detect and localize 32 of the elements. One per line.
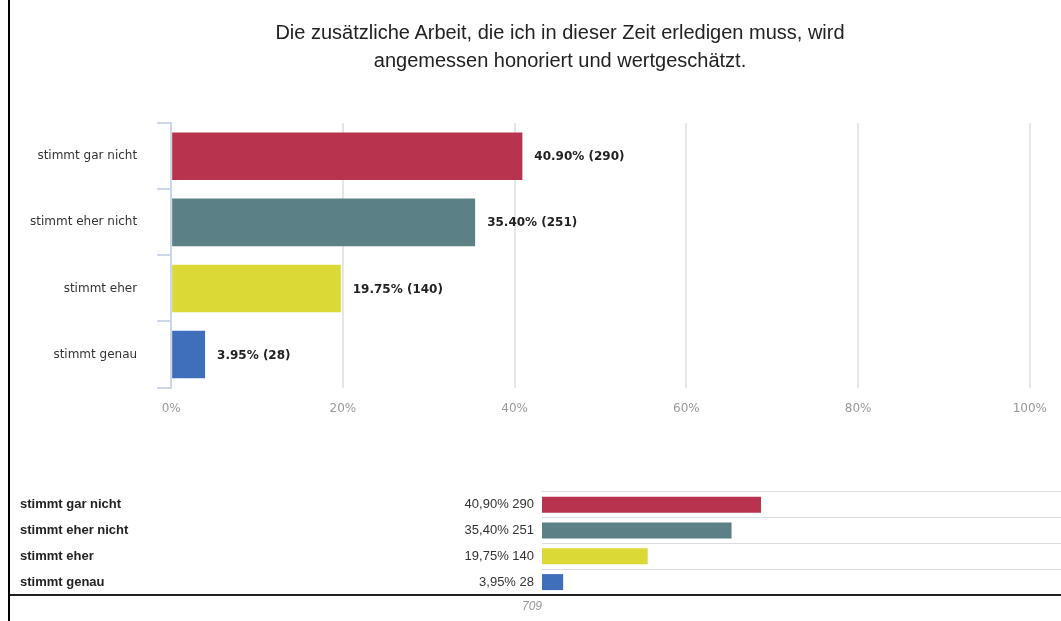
- text: 709: [521, 599, 543, 614]
- data-label: 40,90% 290: [464, 496, 534, 512]
- y-tick-label: stimmt eher nicht: [20, 522, 130, 538]
- x-tick-label: 80%: [844, 400, 872, 415]
- bar: [172, 330, 206, 379]
- bar: [172, 264, 341, 313]
- y-tick-label: stimmt gar nicht: [20, 496, 122, 512]
- bar: [542, 548, 648, 565]
- data-label: 19.75% (140): [352, 281, 443, 296]
- x-tick-label: 40%: [501, 400, 528, 415]
- y-tick-label: stimmt eher: [20, 547, 94, 563]
- x-tick-label: 20%: [329, 400, 357, 415]
- data-label: 3,95% 28: [479, 573, 534, 589]
- data-label: 40.90% (290): [534, 149, 625, 164]
- data-label: 19,75% 140: [464, 547, 534, 563]
- bar: [172, 132, 523, 181]
- y-tick-label: stimmt genau: [20, 573, 105, 589]
- chart-title: Die zusätzliche Arbeit, die ich in dieser Zeit erledigen muss, wird angemessen honoriert und wertgeschätzt.: [274, 20, 846, 73]
- bar: [542, 574, 564, 591]
- y-tick-label: stimmt genau: [53, 346, 138, 361]
- x-tick-label: 100%: [1012, 400, 1047, 415]
- bar: [542, 496, 761, 513]
- data-label: 35,40% 251: [464, 522, 534, 538]
- y-tick-label: stimmt gar nicht: [37, 148, 138, 163]
- data-label: 3.95% (28): [217, 347, 291, 362]
- bar: [542, 522, 732, 539]
- x-tick-label: 0%: [161, 400, 181, 415]
- bar: [172, 198, 476, 247]
- y-tick-label: stimmt eher nicht: [30, 214, 138, 229]
- y-tick-label: stimmt eher: [63, 280, 138, 295]
- x-tick-label: 60%: [673, 400, 700, 415]
- data-label: 35.40% (251): [487, 215, 578, 230]
